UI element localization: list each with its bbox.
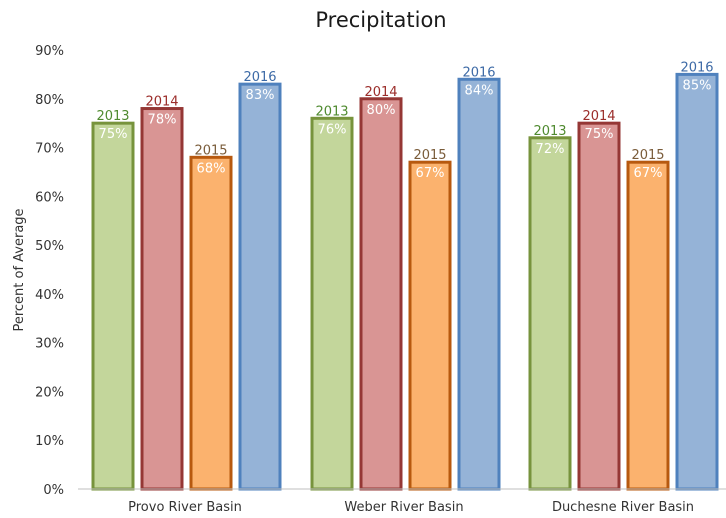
bar-2016-1 bbox=[457, 77, 501, 491]
bar-2015-1 bbox=[408, 160, 452, 491]
y-tick-label: 60% bbox=[35, 190, 64, 205]
bar-series-label: 2014 bbox=[145, 95, 178, 110]
y-tick-label: 90% bbox=[35, 44, 64, 59]
bar-2013-0 bbox=[91, 121, 135, 491]
y-tick-label: 50% bbox=[35, 239, 64, 254]
bar-value-label: 84% bbox=[465, 83, 494, 98]
bar-2014-2 bbox=[577, 121, 621, 491]
bar-series-label: 2016 bbox=[243, 70, 276, 85]
bar-value-label: 68% bbox=[197, 161, 226, 176]
bar-series-label: 2015 bbox=[413, 148, 446, 163]
bar-value-label: 72% bbox=[536, 142, 565, 157]
y-tick-label: 20% bbox=[35, 385, 64, 400]
bar-value-label: 83% bbox=[246, 88, 275, 103]
x-category-label: Weber River Basin bbox=[344, 500, 463, 515]
bar-2016-2 bbox=[675, 72, 719, 491]
bar-series-label: 2016 bbox=[680, 60, 713, 75]
y-tick-label: 40% bbox=[35, 288, 64, 303]
bar-value-label: 78% bbox=[148, 113, 177, 128]
bar-value-label: 75% bbox=[585, 127, 614, 142]
y-tick-label: 30% bbox=[35, 337, 64, 352]
bar-series-label: 2013 bbox=[533, 124, 566, 139]
bar-value-label: 76% bbox=[318, 122, 347, 137]
bar-value-label: 67% bbox=[634, 166, 663, 181]
bar-series-label: 2014 bbox=[582, 109, 615, 124]
bar-series-label: 2016 bbox=[462, 65, 495, 80]
bar-series: 2013 75% 2013 76% 2013 72% 2014 78% 2014 80% 2014 7… bbox=[91, 60, 719, 491]
bar-value-label: 85% bbox=[683, 78, 712, 93]
bar-series-label: 2013 bbox=[96, 109, 129, 124]
bar-2016-0 bbox=[238, 82, 282, 491]
x-axis-categories: Provo River Basin Weber River Basin Duches… bbox=[128, 500, 694, 515]
bar-series-label: 2014 bbox=[364, 85, 397, 100]
bar-2014-0 bbox=[140, 107, 184, 491]
bar-series-label: 2013 bbox=[315, 104, 348, 119]
bar-series-label: 2015 bbox=[194, 143, 227, 158]
bar-2013-2 bbox=[528, 136, 572, 491]
bar-value-label: 67% bbox=[416, 166, 445, 181]
x-category-label: Provo River Basin bbox=[128, 500, 242, 515]
y-tick-label: 70% bbox=[35, 142, 64, 157]
bar-2013-1 bbox=[310, 116, 354, 491]
y-tick-label: 10% bbox=[35, 434, 64, 449]
bar-value-label: 80% bbox=[367, 103, 396, 118]
bar-value-label: 75% bbox=[99, 127, 128, 142]
y-axis-ticks: 0% 10% 20% 30% 40% 50% 60% 70% 80% 90% bbox=[35, 44, 64, 498]
bar-2015-0 bbox=[189, 155, 233, 491]
x-category-label: Duchesne River Basin bbox=[552, 500, 694, 515]
chart-title: Precipitation bbox=[315, 8, 446, 32]
bar-series-label: 2015 bbox=[631, 148, 664, 163]
y-tick-label: 80% bbox=[35, 93, 64, 108]
bar-2015-2 bbox=[626, 160, 670, 491]
y-axis-title: Percent of Average bbox=[12, 208, 27, 331]
bar-2014-1 bbox=[359, 97, 403, 491]
y-tick-label: 0% bbox=[43, 483, 64, 498]
